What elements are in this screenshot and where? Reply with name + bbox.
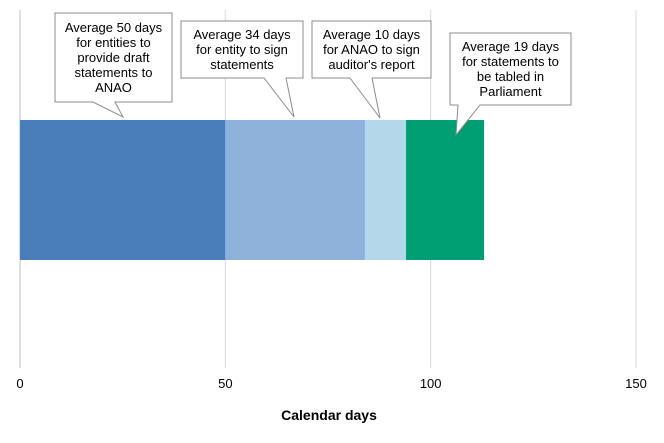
callout-text-4: Average 19 days for statements to be table…	[462, 39, 560, 99]
callout-box-3	[311, 20, 432, 119]
bar-stack	[20, 120, 485, 260]
bar-segment-2	[225, 120, 365, 260]
callout-text-3: Average 10 days for ANAO to sign auditor's…	[323, 27, 421, 72]
callout-box-4	[449, 32, 572, 137]
callout-text-2: Average 34 days for entity to sign stateme…	[193, 27, 291, 72]
callout-3: Average 10 days for ANAO to sign auditor's…	[311, 20, 432, 119]
bar-segment-4	[406, 120, 485, 260]
x-tick-label-50: 50	[218, 376, 232, 391]
bar-segment-1	[20, 120, 226, 260]
x-axis-label: Calendar days	[281, 407, 377, 423]
callout-1: Average 50 days for entities to provide dr…	[54, 12, 173, 119]
callout-text-1: Average 50 days for entities to provide dr…	[65, 20, 163, 95]
x-tick-label-150: 150	[625, 376, 647, 391]
x-tick-label-100: 100	[420, 376, 442, 391]
callouts: Average 50 days for entities to provide dr…	[54, 12, 572, 137]
callout-box-2	[180, 20, 304, 118]
bar-segment-3	[364, 120, 407, 260]
callout-2: Average 34 days for entity to sign stateme…	[180, 20, 304, 118]
x-tick-label-0: 0	[16, 376, 23, 391]
callout-box-1	[54, 12, 173, 119]
x-axis-ticks: 0 50 100 150	[16, 376, 646, 391]
callout-4: Average 19 days for statements to be table…	[449, 32, 572, 137]
